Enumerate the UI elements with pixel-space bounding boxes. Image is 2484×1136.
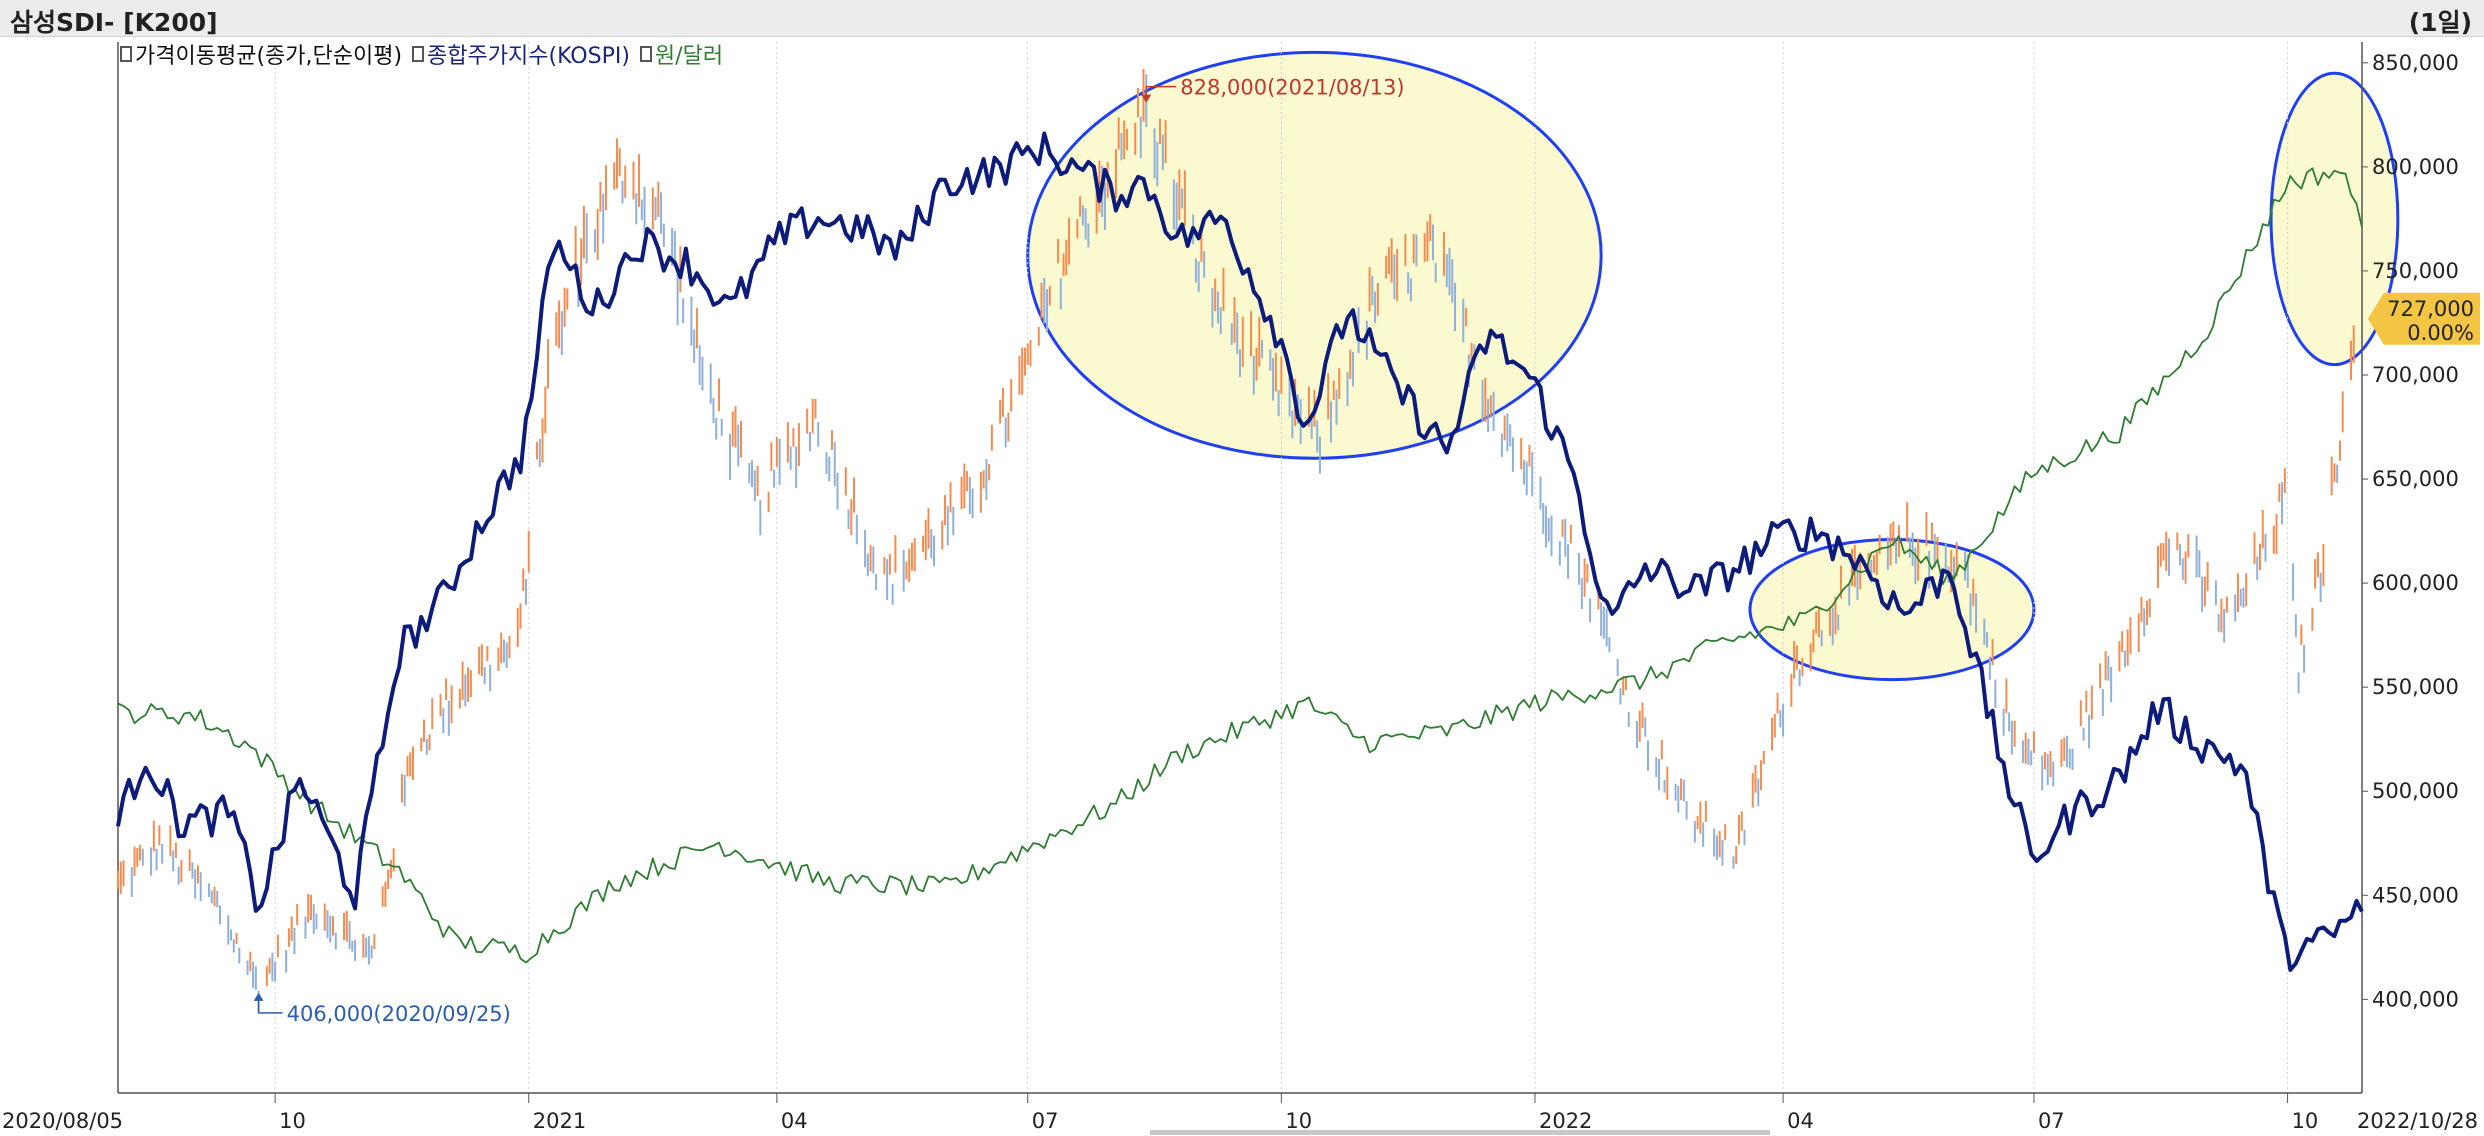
legend-label-moving-average: 가격이동평균(종가,단순이평)	[135, 44, 403, 69]
right-axis-tick-label: 400,000	[2372, 987, 2459, 1011]
price-bars	[117, 68, 2355, 1012]
x-axis-tick-label: 2022	[1539, 1109, 1592, 1133]
horizontal-scrollbar[interactable]	[1150, 1130, 1770, 1135]
legend-checkbox-icon[interactable]	[120, 46, 132, 62]
right-axis-tick-label: 600,000	[2372, 571, 2459, 595]
x-axis-tick-label: 07	[1032, 1109, 1059, 1133]
x-axis-tick-label: 2021	[533, 1109, 586, 1133]
highlight-ellipse-2	[1748, 537, 2036, 682]
x-axis-tick-label: 10	[2292, 1109, 2319, 1133]
right-axis-tick-label: 850,000	[2372, 51, 2459, 75]
price-tag	[2368, 292, 2480, 345]
annotation-high: 828,000(2021/08/13)	[1180, 76, 1404, 100]
axes: 1,450,001,400,001,350,001,300,001,250,00…	[2362, 51, 2459, 1011]
x-axis-tick-label: 04	[781, 1109, 808, 1133]
legend-checkbox-icon[interactable]	[412, 46, 425, 62]
annotations: 828,000(2021/08/13) 406,000(2020/09/25) 72…	[253, 76, 2480, 1026]
price-tag-value: 727,000	[2387, 297, 2474, 321]
x-axis-tick-label: 10	[279, 1109, 306, 1133]
plot-frame	[117, 42, 2363, 1094]
fx-line	[117, 167, 2363, 964]
vertical-grid	[274, 42, 2289, 1093]
period-label[interactable]: (1일)	[2408, 8, 2472, 37]
x-axis-start-label: 2020/08/05	[2, 1109, 123, 1133]
series-lines	[116, 131, 2364, 972]
annotation-leader	[257, 994, 283, 1014]
x-axis-tick-label: 10	[1285, 1109, 1312, 1133]
annotation-arrow	[253, 992, 264, 1001]
price-tag-change: 0.00%	[2407, 321, 2474, 345]
legend-label-fx: 원/달러	[654, 44, 724, 69]
kospi-line	[116, 131, 2364, 972]
x-axis-tick-label: 07	[2038, 1109, 2065, 1133]
x-axis: 2020/08/05 2022/10/28 10 2021 04 07 10 2022 04 07…	[2, 1093, 2478, 1133]
chart-title: 삼성SDI- [K200]	[10, 8, 218, 37]
annotation-low: 406,000(2020/09/25)	[287, 1002, 511, 1026]
right-axis-tick-label: 450,000	[2372, 883, 2459, 907]
right-axis-tick-label: 500,000	[2372, 779, 2459, 803]
title-bar: 삼성SDI- [K200] (1일)	[0, 0, 2484, 37]
annotation-arrow	[1141, 94, 1152, 103]
highlight-ellipse-1	[1026, 50, 1603, 460]
right-axis-tick-label: 750,000	[2372, 259, 2459, 283]
right-axis-tick-label: 700,000	[2372, 363, 2459, 387]
legend-item-moving-average[interactable]: 가격이동평균(종가,단순이평)	[120, 38, 402, 70]
highlight-ellipse-3	[2269, 71, 2400, 367]
legend-item-fx[interactable]: 원/달러	[639, 38, 724, 70]
x-axis-end-label: 2022/10/28	[2357, 1109, 2478, 1133]
right-axis-tick-label: 550,000	[2372, 675, 2459, 699]
right-axis-tick-label: 650,000	[2372, 467, 2459, 491]
x-axis-tick-label: 04	[1787, 1109, 1814, 1133]
legend: 가격이동평균(종가,단순이평) 종합주가지수(KOSPI) 원/달러	[120, 38, 723, 70]
highlight-ellipses	[1026, 50, 2400, 682]
right-axis-tick-label: 800,000	[2372, 155, 2459, 179]
legend-checkbox-icon[interactable]	[639, 46, 652, 62]
